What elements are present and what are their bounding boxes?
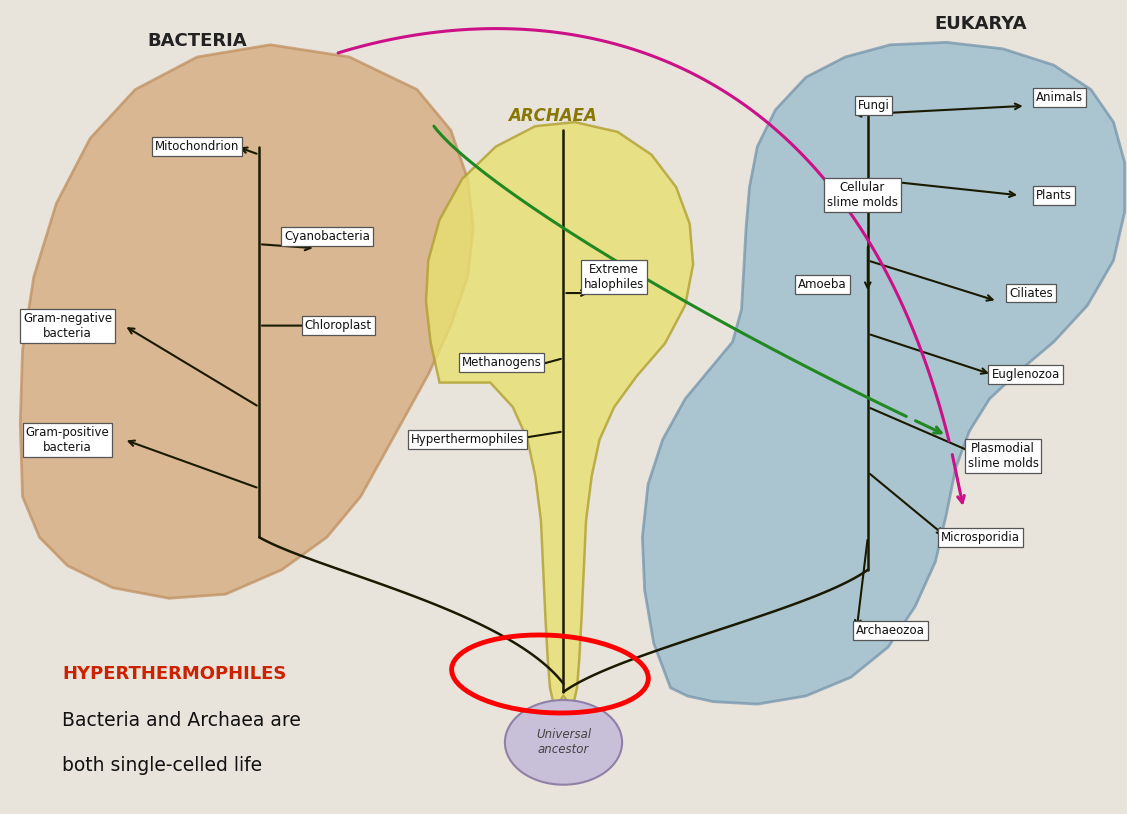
Text: Methanogens: Methanogens [462, 356, 541, 369]
Text: Euglenozoa: Euglenozoa [992, 368, 1059, 381]
Polygon shape [426, 122, 693, 708]
Text: BACTERIA: BACTERIA [148, 32, 247, 50]
Text: Amoeba: Amoeba [798, 278, 848, 291]
Text: Cyanobacteria: Cyanobacteria [284, 230, 370, 243]
Text: Hyperthermophiles: Hyperthermophiles [411, 433, 524, 446]
Text: Bacteria and Archaea are: Bacteria and Archaea are [62, 711, 301, 730]
Text: both single-celled life: both single-celled life [62, 755, 263, 775]
Text: Gram-negative
bacteria: Gram-negative bacteria [23, 312, 113, 339]
Text: Mitochondrion: Mitochondrion [156, 140, 239, 153]
Circle shape [505, 700, 622, 785]
Polygon shape [20, 45, 473, 598]
Polygon shape [642, 42, 1125, 704]
Text: Fungi: Fungi [858, 99, 889, 112]
Text: Animals: Animals [1036, 91, 1083, 104]
Text: Plants: Plants [1036, 189, 1072, 202]
Text: Chloroplast: Chloroplast [304, 319, 372, 332]
Text: Ciliates: Ciliates [1010, 287, 1053, 300]
Text: Extreme
halophiles: Extreme halophiles [584, 263, 645, 291]
Text: Archaeozoa: Archaeozoa [855, 624, 925, 637]
Text: ARCHAEA: ARCHAEA [508, 107, 596, 125]
Text: Cellular
slime molds: Cellular slime molds [827, 182, 897, 209]
Text: Gram-positive
bacteria: Gram-positive bacteria [26, 426, 109, 453]
Text: Universal
ancestor: Universal ancestor [536, 729, 591, 756]
Text: Microsporidia: Microsporidia [941, 531, 1020, 544]
Text: HYPERTHERMOPHILES: HYPERTHERMOPHILES [62, 665, 286, 683]
Text: Plasmodial
slime molds: Plasmodial slime molds [968, 442, 1038, 470]
Text: EUKARYA: EUKARYA [934, 15, 1027, 33]
